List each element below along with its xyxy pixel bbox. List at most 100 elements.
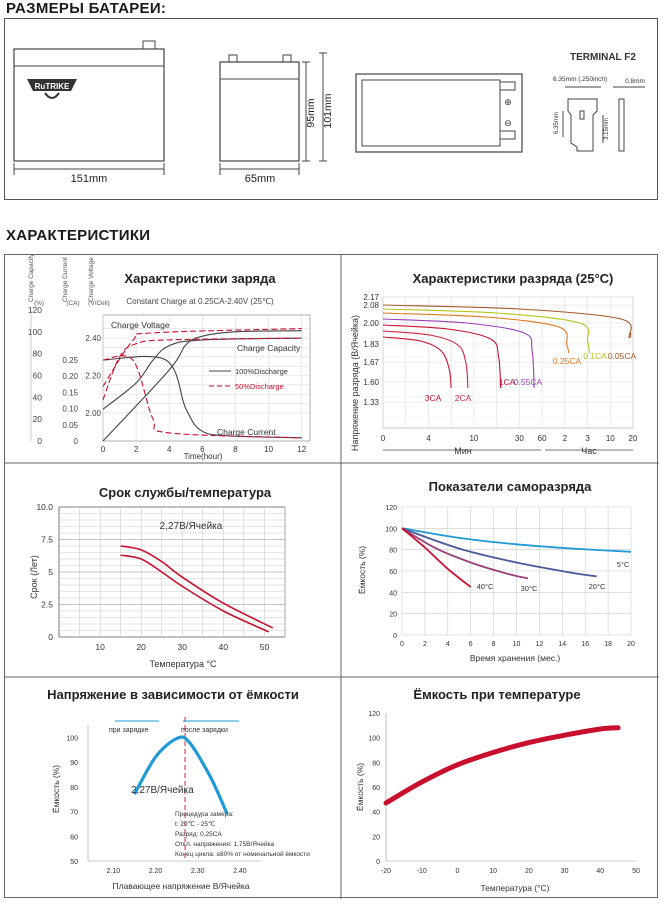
discharge-curve-label: 3CA — [425, 393, 442, 403]
x-tick-label: 4 — [446, 641, 450, 648]
self-discharge-y-label: Ёмкость (%) — [357, 546, 367, 594]
axis-header-unit: (CA) — [66, 300, 79, 307]
y-tick-label: 80 — [372, 760, 380, 767]
legend-100-label: 100%Discharge — [235, 367, 288, 376]
x-tick-label: -20 — [381, 868, 391, 875]
x-tick-label: 18 — [604, 641, 612, 648]
y-tick-label: 40 — [389, 590, 397, 597]
width-label: 151mm — [71, 173, 108, 185]
capacity-tick-label: 80 — [33, 349, 43, 359]
terminal-h1-label: 6.35mm — [554, 112, 560, 134]
life-y-label: Срок (Лет) — [29, 555, 39, 599]
self-discharge-curve-label: 30°C — [521, 584, 538, 593]
discharge-curve-label: 0.55CA — [514, 377, 543, 387]
current-curve-solid — [102, 355, 302, 439]
condition-line: t: 20℃ - 25℃ — [175, 820, 215, 828]
self-discharge-curve-label: 20°C — [589, 582, 606, 591]
x-tick-label: 20 — [136, 642, 146, 652]
capacity-temperature-title: Ёмкость при температуре — [413, 687, 580, 702]
x-tick-label: 10 — [606, 434, 615, 443]
x-tick-label: 60 — [538, 434, 547, 443]
y-tick-label: 20 — [372, 834, 380, 841]
x-tick-label: 20 — [525, 868, 533, 875]
battery-top-view — [355, 73, 523, 153]
self-discharge-curve-30°C — [401, 527, 529, 580]
battery-front-view — [13, 48, 165, 162]
y-tick-label: 120 — [368, 711, 380, 718]
front-terminal — [142, 40, 156, 49]
y-tick-label: 2.08 — [363, 301, 379, 310]
voltage-capacity-title: Напряжение в зависимости от ёмкости — [47, 687, 299, 702]
terminal-title: TERMINAL F2 — [570, 52, 636, 63]
x-tick-label: 10 — [95, 642, 105, 652]
y-tick-label: 5 — [48, 567, 53, 577]
capacity-tick-label: 20 — [33, 414, 43, 424]
rutrike-logo: RuTRIKE — [27, 79, 77, 99]
y-tick-label: 0 — [48, 632, 53, 642]
charge-voltage-label: Charge Voltage — [111, 320, 170, 330]
y-tick-label: 1.83 — [363, 340, 379, 349]
condition-line: Конец цикла: ≤60% от номинальной ёмкости — [175, 850, 310, 858]
measurement-conditions: Процедура замера: t: 20℃ - 25℃ Разряд: 0… — [175, 811, 310, 858]
y-tick-label: 20 — [389, 612, 397, 619]
top-terminal-minus — [500, 130, 516, 140]
self-discharge-title: Показатели саморазряда — [429, 479, 593, 494]
y-tick-label: 1.33 — [363, 398, 379, 407]
y-tick-label: 90 — [70, 760, 78, 767]
x-tick-label: 2.30 — [191, 868, 205, 875]
x-tick-label: 2.10 — [107, 868, 121, 875]
terminal-h2-label: 3.15mm — [604, 118, 610, 140]
axis-header-name: Charge Capacity — [28, 255, 35, 302]
current-tick-label: 0.20 — [62, 372, 78, 381]
y-tick-label: 120 — [385, 505, 397, 512]
discharge-curve-2CA — [382, 330, 469, 389]
y-tick-label: 0 — [393, 633, 397, 640]
x-tick-label: 2 — [134, 445, 139, 454]
life-x-label: Температура °C — [149, 659, 217, 669]
capacity-curve-dashed — [102, 328, 302, 387]
capacity-temperature-x-label: Температура (°С) — [480, 883, 549, 893]
x-tick-label: 16 — [581, 641, 589, 648]
x-tick-label: 0 — [101, 445, 106, 454]
x-tick-label: 20 — [627, 641, 635, 648]
x-tick-label: 0 — [455, 868, 459, 875]
y-tick-label: 2.00 — [363, 319, 379, 328]
life-chart-title: Срок службы/температура — [99, 485, 272, 500]
x-tick-label: 2.40 — [233, 868, 247, 875]
x-tick-label: 3 — [585, 434, 590, 443]
voltage-capacity-y-label: Ёмкость (%) — [51, 765, 61, 813]
discharge-curve-0.55CA — [382, 318, 535, 389]
axis-header-unit: (%) — [34, 300, 44, 307]
self-discharge-curve-5°C — [401, 527, 632, 553]
discharge-curve-0.25CA — [382, 312, 570, 354]
current-tick-label: 0.10 — [62, 405, 78, 414]
current-tick-label: 0.15 — [62, 388, 78, 397]
capacity-temperature-curve — [383, 725, 621, 806]
discharge-unit-min: Мин — [454, 446, 472, 456]
discharge-y-label: Напряжение разряда (В/Ячейка) — [350, 315, 360, 451]
voltage-capacity-x-label: Плавающее напряжение В/Ячейка — [113, 881, 250, 891]
y-tick-label: 1.60 — [363, 378, 379, 387]
x-tick-label: 12 — [297, 445, 306, 454]
y-tick-label: 100 — [368, 736, 380, 743]
discharge-characteristics-chart: Характеристики разряда (25°C) Напряжение… — [350, 271, 638, 456]
self-discharge-curve-20°C — [401, 527, 597, 578]
characteristics-section-title: ХАРАКТЕРИСТИКИ — [6, 227, 151, 244]
axis-header-name: Charge Current — [62, 257, 69, 302]
capacity-tick-label: 120 — [28, 305, 42, 315]
discharge-unit-hour: Час — [581, 446, 597, 456]
y-tick-label: 2.17 — [363, 293, 379, 302]
discharge-curve-3CA — [382, 336, 452, 389]
height-label: 95mm — [305, 98, 317, 127]
discharge-curve-1CA — [382, 324, 502, 389]
y-tick-label: 60 — [70, 834, 78, 841]
y-tick-label: 1.67 — [363, 358, 379, 367]
capacity-temperature-y-label: Ёмкость (%) — [355, 763, 365, 811]
self-discharge-curve-label: 40°C — [477, 582, 494, 591]
voltage-tick-label: 2.00 — [85, 409, 101, 418]
x-tick-label: 2.20 — [149, 868, 163, 875]
x-tick-label: 2 — [423, 641, 427, 648]
discharge-curve-label: 0.1CA — [583, 351, 607, 361]
legend-50-label: 50%Discharge — [235, 382, 284, 391]
plot-area — [102, 314, 311, 442]
